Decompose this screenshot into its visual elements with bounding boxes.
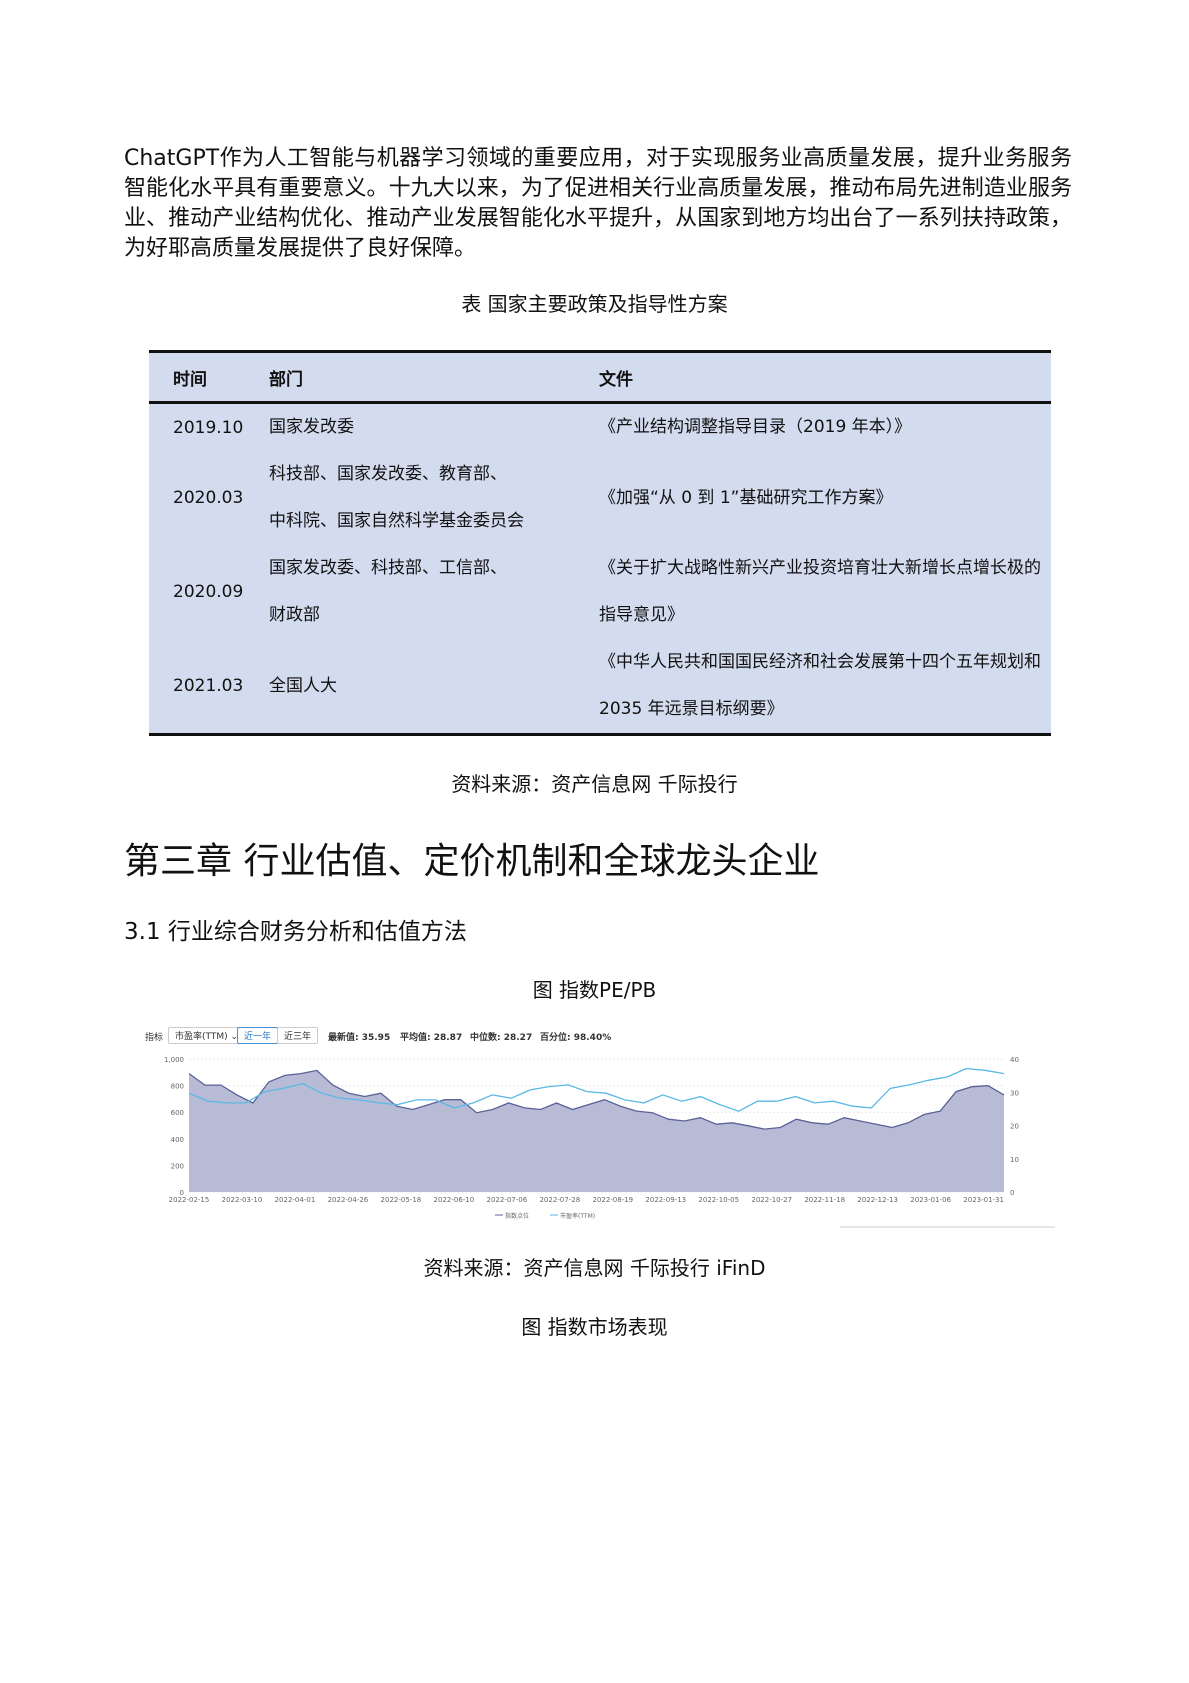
table-header-row: 时间 部门 文件 (149, 351, 1051, 404)
left-axis-tick: 800 (171, 1083, 184, 1091)
x-axis-tick: 2022-10-05 (698, 1196, 739, 1204)
cell-doc: 《产业结构调整指导目录（2019 年本）》 (599, 403, 1051, 452)
doc-line: 《产业结构调整指导目录（2019 年本）》 (599, 417, 912, 437)
x-axis-tick: 2023-01-06 (910, 1196, 951, 1204)
x-axis-tick: 2022-08-19 (592, 1196, 633, 1204)
x-axis-tick: 2022-07-06 (487, 1196, 528, 1204)
table-caption: 表 国家主要政策及指导性方案 (461, 292, 728, 316)
right-axis-tick: 20 (1010, 1123, 1019, 1131)
left-axis-tick: 400 (171, 1136, 184, 1144)
left-axis-tick: 1,000 (164, 1056, 184, 1064)
header-dept: 部门 (269, 351, 599, 404)
dept-line: 中科院、国家自然科学基金委员会 (269, 511, 524, 531)
cell-doc: 《关于扩大战略性新兴产业投资培育壮大新增长点增长极的 指导意见》 (599, 545, 1051, 639)
header-doc: 文件 (599, 351, 1051, 404)
dept-line: 国家发改委 (269, 417, 354, 437)
x-axis-tick: 2022-09-13 (645, 1196, 686, 1204)
table-row: 2020.03 科技部、国家发改委、教育部、 中科院、国家自然科学基金委员会 《加强“… (149, 451, 1051, 545)
x-axis-tick: 2022-10-27 (751, 1196, 792, 1204)
cell-doc: 《加强“从 0 到 1”基础研究工作方案》 (599, 451, 1051, 545)
x-axis-tick: 2022-03-10 (222, 1196, 263, 1204)
cell-doc: 《中华人民共和国国民经济和社会发展第十四个五年规划和 2035 年远景目标纲要》 (599, 639, 1051, 735)
policy-table: 时间 部门 文件 2019.10 国家发改委 《产业结构调整指导目录（2019 年本… (149, 350, 1051, 736)
chapter-title: 第三章 行业估值、定价机制和全球龙头企业 (124, 841, 820, 882)
x-axis-tick: 2022-07-28 (539, 1196, 580, 1204)
percentile-value: 百分位: 98.40% (540, 1033, 612, 1043)
cell-time: 2020.09 (173, 582, 244, 602)
mean-value: 平均值: 28.87 (400, 1033, 463, 1043)
cell-time: 2019.10 (173, 417, 244, 438)
table-row: 2019.10 国家发改委 《产业结构调整指导目录（2019 年本）》 (149, 403, 1051, 452)
x-axis-tick: 2022-04-01 (275, 1196, 316, 1204)
cell-dept: 科技部、国家发改委、教育部、 中科院、国家自然科学基金委员会 (269, 451, 599, 545)
series-area-index (189, 1070, 1004, 1192)
left-axis-tick: 0 (180, 1189, 184, 1197)
x-axis-tick: 2022-05-18 (381, 1196, 422, 1204)
doc-line: 2035 年远景目标纲要》 (599, 699, 784, 719)
chevron-down-icon: ⌄ (230, 1032, 239, 1042)
pe-chart: 指标 市盈率(TTM) ⌄ 近一年 近三年 最新值: 35.95 平均值: 28… (140, 1022, 1060, 1230)
x-axis-tick: 2022-11-18 (804, 1196, 845, 1204)
cell-time: 2021.03 (173, 676, 244, 696)
intro-paragraph: ChatGPT作为人工智能与机器学习领域的重要应用，对于实现服务业高质量发展，提… (124, 146, 1072, 261)
cell-dept: 国家发改委、科技部、工信部、 财政部 (269, 545, 599, 639)
x-axis-tick: 2022-02-15 (169, 1196, 210, 1204)
legend-label: 指数点位 (505, 1212, 529, 1220)
right-axis-tick: 10 (1010, 1156, 1019, 1164)
table-source: 资料来源：资产信息网 千际投行 (451, 772, 738, 796)
dept-line: 国家发改委、科技部、工信部、 (269, 558, 507, 578)
chart-plot: 0 200 400 600 800 1,000 0 10 20 30 40 2022-02-15 202… (164, 1056, 1055, 1228)
median-value: 中位数: 28.27 (470, 1033, 533, 1043)
indicator-select[interactable]: 市盈率(TTM) ⌄ (168, 1027, 246, 1044)
dept-line: 全国人大 (269, 675, 337, 696)
section-title: 3.1 行业综合财务分析和估值方法 (124, 919, 467, 945)
table-row: 2020.09 国家发改委、科技部、工信部、 财政部 《关于扩大战略性新兴产业投资培育… (149, 545, 1051, 639)
x-axis-tick: 2022-06-10 (434, 1196, 475, 1204)
dept-line: 财政部 (269, 605, 320, 625)
right-axis-tick: 30 (1010, 1089, 1019, 1097)
series-line-index (188, 1069, 1005, 1130)
right-axis-tick: 0 (1010, 1189, 1014, 1197)
series-line-pe (188, 1067, 1005, 1112)
cell-dept: 全国人大 (269, 639, 599, 735)
indicator-label: 指标 (145, 1033, 164, 1043)
doc-line: 《关于扩大战略性新兴产业投资培育壮大新增长点增长极的 (599, 558, 1041, 578)
figure2-caption: 图 指数市场表现 (521, 1315, 668, 1339)
legend-label: 市盈率(TTM) (560, 1212, 595, 1220)
right-axis-tick: 40 (1010, 1056, 1019, 1064)
dept-line: 科技部、国家发改委、教育部、 (269, 464, 507, 484)
x-axis-tick: 2022-04-26 (328, 1196, 369, 1204)
latest-value: 最新值: 35.95 (328, 1033, 391, 1043)
figure1-caption: 图 指数PE/PB (532, 978, 657, 1002)
cell-time: 2020.03 (173, 488, 244, 508)
left-axis-tick: 200 (171, 1162, 184, 1170)
cell-dept: 国家发改委 (269, 403, 599, 452)
doc-line: 《加强“从 0 到 1”基础研究工作方案》 (599, 487, 893, 508)
table-row: 2021.03 全国人大 《中华人民共和国国民经济和社会发展第十四个五年规划和 203… (149, 639, 1051, 735)
doc-line: 《中华人民共和国国民经济和社会发展第十四个五年规划和 (599, 652, 1041, 672)
range-3y-button[interactable]: 近三年 (277, 1027, 319, 1044)
header-time: 时间 (149, 351, 269, 404)
x-axis-tick: 2022-12-13 (857, 1196, 898, 1204)
left-axis-tick: 600 (171, 1109, 184, 1117)
doc-line: 指导意见》 (599, 605, 684, 625)
figure1-source: 资料来源：资产信息网 千际投行 iFinD (423, 1256, 766, 1280)
x-axis-tick: 2023-01-31 (963, 1196, 1004, 1204)
